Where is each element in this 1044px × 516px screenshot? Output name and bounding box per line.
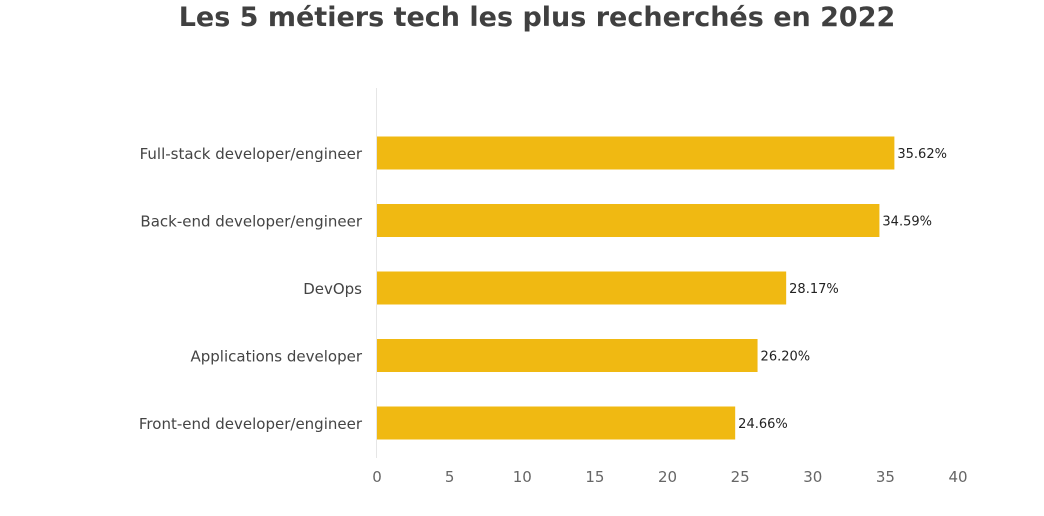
bar xyxy=(377,136,895,170)
data-label: 28.17% xyxy=(789,282,839,297)
x-tick-label: 0 xyxy=(372,468,382,486)
category-label: Front-end developer/engineer xyxy=(139,415,363,433)
x-tick-label: 25 xyxy=(731,468,750,486)
category-label: Back-end developer/engineer xyxy=(140,213,362,231)
x-tick-label: 40 xyxy=(948,468,967,486)
chart-title: Les 5 métiers tech les plus recherchés e… xyxy=(178,2,896,33)
category-label: DevOps xyxy=(303,280,362,298)
x-tick-label: 15 xyxy=(585,468,604,486)
x-tick-label: 20 xyxy=(658,468,677,486)
data-label: 24.66% xyxy=(738,417,788,432)
category-label: Applications developer xyxy=(190,348,362,366)
x-tick-label: 5 xyxy=(445,468,455,486)
data-label: 34.59% xyxy=(882,215,932,230)
bar xyxy=(377,406,736,440)
x-tick-label: 35 xyxy=(876,468,895,486)
x-tick-label: 10 xyxy=(513,468,532,486)
category-label: Full-stack developer/engineer xyxy=(140,145,363,163)
x-tick-label: 30 xyxy=(803,468,822,486)
data-label: 26.20% xyxy=(761,350,811,365)
data-label: 35.62% xyxy=(897,147,947,162)
bar xyxy=(377,339,758,372)
bar xyxy=(377,271,787,305)
bar xyxy=(377,204,880,237)
